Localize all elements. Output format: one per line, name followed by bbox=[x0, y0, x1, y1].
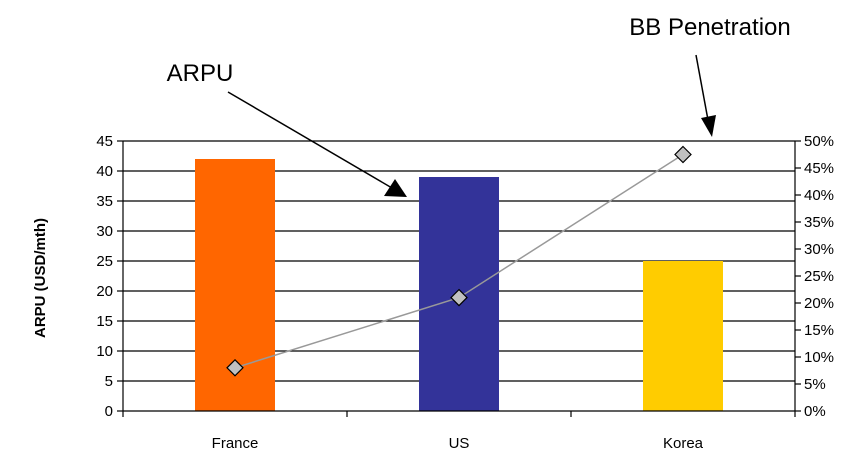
left-tick-label: 10 bbox=[96, 343, 113, 360]
category-axis: France US Korea bbox=[122, 411, 796, 452]
annotations: ARPU BB Penetration bbox=[167, 14, 791, 197]
bar-series bbox=[195, 159, 723, 411]
left-tick-label: 40 bbox=[96, 163, 113, 180]
right-tick-label: 40% bbox=[804, 187, 834, 204]
category-label: France bbox=[212, 435, 259, 452]
arrow-head-bb-penetration bbox=[701, 115, 716, 137]
right-tick-label: 35% bbox=[804, 214, 834, 231]
annotation-bb-penetration: BB Penetration bbox=[629, 14, 790, 41]
right-tick-label: 45% bbox=[804, 160, 834, 177]
right-axis-ticks: 0% 5% 10% 15% 20% 25% 30% 35% 40% 45% 50% bbox=[795, 133, 834, 420]
left-tick-label: 5 bbox=[105, 373, 113, 390]
left-axis-ticks: 0 5 10 15 20 25 30 35 40 45 bbox=[96, 133, 123, 420]
y-axis-title: ARPU (USD/mth) bbox=[32, 218, 49, 338]
line-series bbox=[226, 145, 692, 377]
arrow-head-arpu bbox=[384, 179, 407, 197]
left-tick-label: 30 bbox=[96, 223, 113, 240]
right-tick-label: 50% bbox=[804, 133, 834, 150]
left-tick-label: 35 bbox=[96, 193, 113, 210]
left-tick-label: 25 bbox=[96, 253, 113, 270]
right-tick-label: 20% bbox=[804, 295, 834, 312]
annotation-arpu: ARPU bbox=[167, 60, 234, 87]
right-tick-label: 30% bbox=[804, 241, 834, 258]
left-tick-label: 45 bbox=[96, 133, 113, 150]
right-tick-label: 0% bbox=[804, 403, 826, 420]
bar-korea bbox=[643, 261, 723, 411]
line-point-korea bbox=[674, 145, 692, 164]
line-point-us bbox=[450, 288, 468, 307]
annotation-arrow-bb-penetration bbox=[695, 54, 709, 121]
right-tick-label: 10% bbox=[804, 349, 834, 366]
right-tick-label: 5% bbox=[804, 376, 826, 393]
left-tick-label: 20 bbox=[96, 283, 113, 300]
right-tick-label: 15% bbox=[804, 322, 834, 339]
category-label: Korea bbox=[663, 435, 704, 452]
category-label: US bbox=[449, 435, 470, 452]
line-point-france bbox=[226, 358, 244, 377]
annotation-arrow-arpu bbox=[227, 91, 393, 189]
left-tick-label: 0 bbox=[105, 403, 113, 420]
left-tick-label: 15 bbox=[96, 313, 113, 330]
right-tick-label: 25% bbox=[804, 268, 834, 285]
